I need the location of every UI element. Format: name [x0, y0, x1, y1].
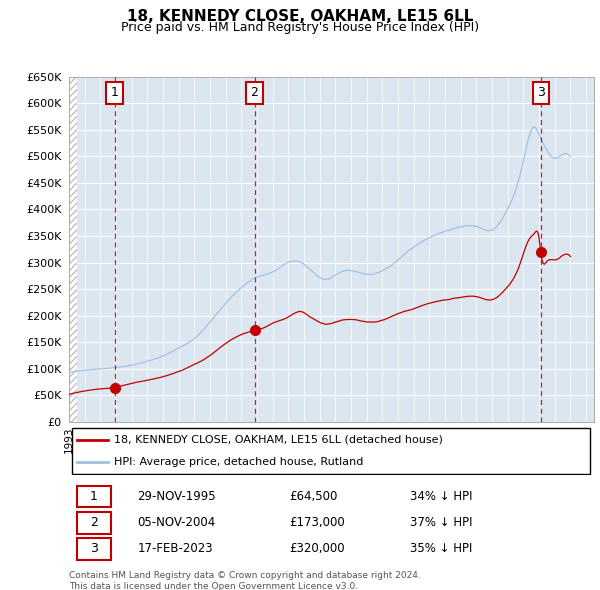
FancyBboxPatch shape: [71, 428, 590, 474]
Text: 29-NOV-1995: 29-NOV-1995: [137, 490, 216, 503]
Text: £320,000: £320,000: [290, 542, 345, 555]
Text: 35% ↓ HPI: 35% ↓ HPI: [410, 542, 473, 555]
Text: 34% ↓ HPI: 34% ↓ HPI: [410, 490, 473, 503]
Text: 05-NOV-2004: 05-NOV-2004: [137, 516, 215, 529]
Text: 18, KENNEDY CLOSE, OAKHAM, LE15 6LL (detached house): 18, KENNEDY CLOSE, OAKHAM, LE15 6LL (det…: [113, 435, 443, 445]
Text: Price paid vs. HM Land Registry's House Price Index (HPI): Price paid vs. HM Land Registry's House …: [121, 21, 479, 34]
FancyBboxPatch shape: [77, 512, 111, 533]
Text: 2: 2: [90, 516, 98, 529]
Text: £173,000: £173,000: [290, 516, 345, 529]
Bar: [69, 77, 77, 422]
Text: 18, KENNEDY CLOSE, OAKHAM, LE15 6LL: 18, KENNEDY CLOSE, OAKHAM, LE15 6LL: [127, 9, 473, 24]
Text: 3: 3: [537, 86, 545, 99]
Text: HPI: Average price, detached house, Rutland: HPI: Average price, detached house, Rutl…: [113, 457, 363, 467]
Text: 2: 2: [251, 86, 259, 99]
Text: 3: 3: [90, 542, 98, 555]
Text: 37% ↓ HPI: 37% ↓ HPI: [410, 516, 473, 529]
Text: Contains HM Land Registry data © Crown copyright and database right 2024.
This d: Contains HM Land Registry data © Crown c…: [69, 571, 421, 590]
Text: 1: 1: [110, 86, 119, 99]
FancyBboxPatch shape: [77, 538, 111, 560]
Text: 17-FEB-2023: 17-FEB-2023: [137, 542, 213, 555]
Text: £64,500: £64,500: [290, 490, 338, 503]
Text: 1: 1: [90, 490, 98, 503]
FancyBboxPatch shape: [77, 486, 111, 507]
